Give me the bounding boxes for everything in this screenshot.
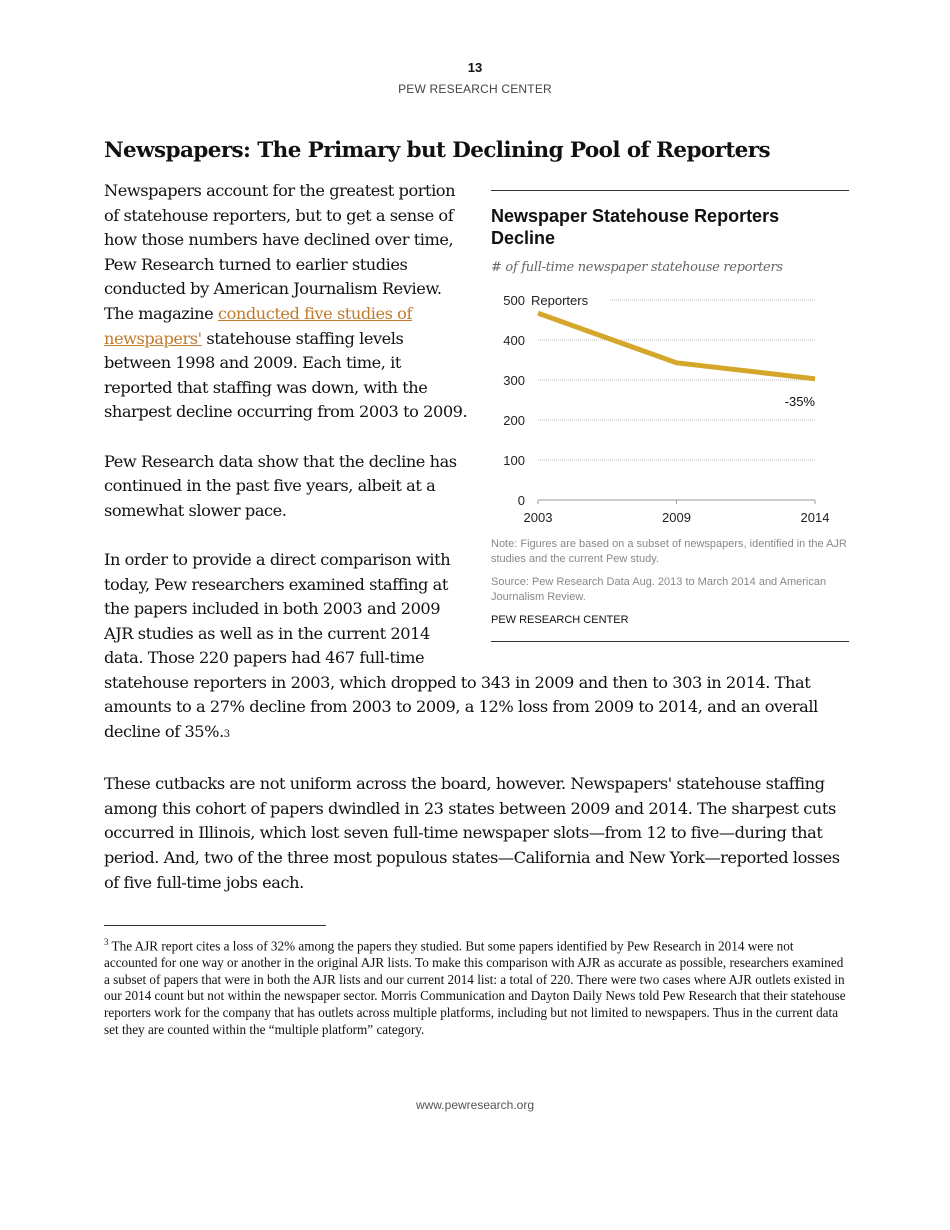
x-tick-label: 2014 [801, 510, 830, 525]
ajr-studies-link[interactable]: conducted five studies of newspapers' [104, 303, 412, 348]
footnote-divider [104, 925, 326, 927]
chart-source: Source: Pew Research Data Aug. 2013 to M… [491, 576, 827, 603]
y-tick-label: 100 [503, 453, 525, 468]
paragraph-3-end: statehouse reporters in 2003, which drop… [104, 671, 849, 748]
full-width-text: statehouse reporters in 2003, which drop… [104, 671, 849, 895]
chart-subtitle: # of full-time newspaper statehouse repo… [491, 260, 783, 275]
y-tick-label: 500 [503, 293, 525, 308]
y-tick-label: 0 [518, 493, 525, 508]
text: Newspapers account for the greatest port… [104, 181, 456, 323]
left-column: Newspapers account for the greatest port… [104, 179, 470, 671]
text: statehouse staffing levels between 1998 … [104, 328, 468, 422]
chart-title: Newspaper Statehouse Reporters Decline [491, 206, 780, 248]
footnote-ref[interactable]: 3 [223, 729, 230, 741]
y-unit-label: Reporters [531, 293, 589, 308]
chart-credit: PEW RESEARCH CENTER [491, 614, 629, 626]
series-line [537, 310, 816, 382]
x-tick-label: 2003 [524, 510, 553, 525]
paragraph-1: Newspapers account for the greatest port… [104, 179, 470, 425]
footnote-text: The AJR report cites a loss of 32% among… [104, 938, 846, 1037]
text: statehouse reporters in 2003, which drop… [104, 672, 818, 742]
paragraph-4: These cutbacks are not uniform across th… [104, 774, 840, 892]
page-number: 13 [467, 60, 483, 75]
y-tick-label: 300 [503, 373, 525, 388]
chart-panel: Newspaper Statehouse Reporters Decline #… [491, 190, 849, 642]
paragraph-2: Pew Research data show that the decline … [104, 451, 457, 520]
footnote-number: 3 [104, 937, 109, 948]
x-tick-label: 2009 [662, 510, 691, 525]
change-annotation: -35% [785, 394, 816, 409]
line-chart: 0 100 200 300 400 500 Reporters 2003 2009 2014 -35… [503, 293, 830, 525]
paragraph-3-start: In order to provide a direct comparison … [104, 549, 451, 668]
footnote: 3 The AJR report cites a loss of 32% amo… [104, 934, 849, 1038]
chart-note: Note: Figures are based on a subset of n… [491, 538, 847, 565]
section-title: Newspapers: The Primary but Declining Po… [104, 138, 771, 163]
y-tick-label: 200 [503, 413, 525, 428]
y-tick-label: 400 [503, 333, 525, 348]
header-organization: PEW RESEARCH CENTER [398, 82, 552, 96]
two-column-row: Newspapers account for the greatest port… [104, 179, 849, 671]
footer-url: www.pewresearch.org [415, 1098, 535, 1113]
